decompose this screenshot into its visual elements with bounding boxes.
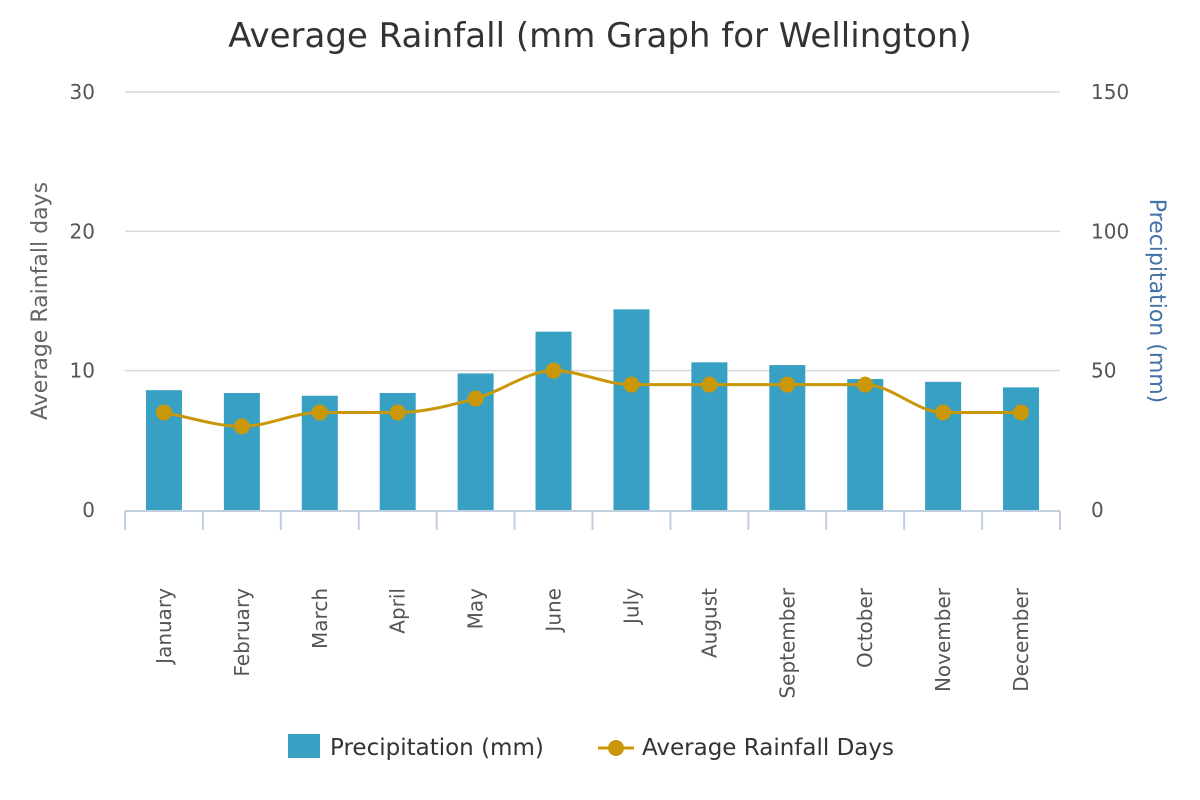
legend-rainfall-days-marker <box>608 740 624 756</box>
legend-rainfall-days-label[interactable]: Average Rainfall Days <box>642 735 894 761</box>
x-tick-label: November <box>931 587 955 692</box>
right-tick-label: 150 <box>1091 80 1129 104</box>
rainfall-days-line <box>163 369 1022 428</box>
precipitation-bar[interactable] <box>847 379 884 510</box>
rainfall-days-point[interactable] <box>389 404 406 421</box>
x-tick-label: September <box>775 587 799 698</box>
right-tick-label: 100 <box>1091 219 1129 243</box>
x-axis-labels: January February March April May June July Augu… <box>152 587 1033 698</box>
precipitation-bar[interactable] <box>613 309 650 510</box>
precipitation-bar[interactable] <box>535 331 572 510</box>
rainfall-days-point[interactable] <box>311 404 328 421</box>
rainfall-days-point[interactable] <box>623 376 640 393</box>
right-tick-label: 0 <box>1091 498 1104 522</box>
rainfall-days-point[interactable] <box>857 376 874 393</box>
legend-precipitation-label[interactable]: Precipitation (mm) <box>330 735 544 761</box>
right-tick-label: 50 <box>1091 359 1116 383</box>
left-tick-label: 20 <box>70 219 95 243</box>
right-axis-title: Precipitation (mm) <box>1144 199 1169 404</box>
legend-precipitation-swatch <box>288 734 320 758</box>
precipitation-bars <box>145 309 1040 510</box>
left-axis-ticks: 0 10 20 30 <box>70 80 95 522</box>
rainfall-days-point[interactable] <box>701 376 718 393</box>
rainfall-days-point[interactable] <box>935 404 952 421</box>
precipitation-bar[interactable] <box>223 392 260 510</box>
x-tick-label: October <box>853 587 877 668</box>
chart-title: Average Rainfall (mm Graph for Wellingto… <box>228 16 972 56</box>
x-tick-label: December <box>1009 587 1033 691</box>
left-axis-title: Average Rainfall days <box>28 182 53 420</box>
grid-lines <box>125 91 1060 372</box>
x-tick-label: May <box>464 588 488 630</box>
x-tick-label: April <box>386 588 410 634</box>
rainfall-days-point[interactable] <box>1013 404 1030 421</box>
x-axis <box>124 510 1061 530</box>
left-tick-label: 0 <box>82 498 95 522</box>
x-tick-label: March <box>308 588 332 649</box>
right-axis-ticks: 0 50 100 150 <box>1091 80 1129 522</box>
rainfall-days-point[interactable] <box>155 404 172 421</box>
rainfall-days-series <box>155 362 1030 435</box>
left-tick-label: 10 <box>70 359 95 383</box>
x-tick-label: June <box>542 588 566 634</box>
x-tick-label: August <box>697 588 721 658</box>
x-tick-label: February <box>230 588 254 677</box>
x-tick-label: January <box>152 588 176 666</box>
rainfall-days-point[interactable] <box>545 362 562 379</box>
left-tick-label: 30 <box>70 80 95 104</box>
legend[interactable]: Precipitation (mm) Average Rainfall Days <box>288 734 894 761</box>
precipitation-bar[interactable] <box>925 381 962 510</box>
rainfall-days-point[interactable] <box>467 390 484 407</box>
x-tick-label: July <box>619 588 643 626</box>
rainfall-days-point[interactable] <box>779 376 796 393</box>
rainfall-days-point[interactable] <box>233 418 250 435</box>
